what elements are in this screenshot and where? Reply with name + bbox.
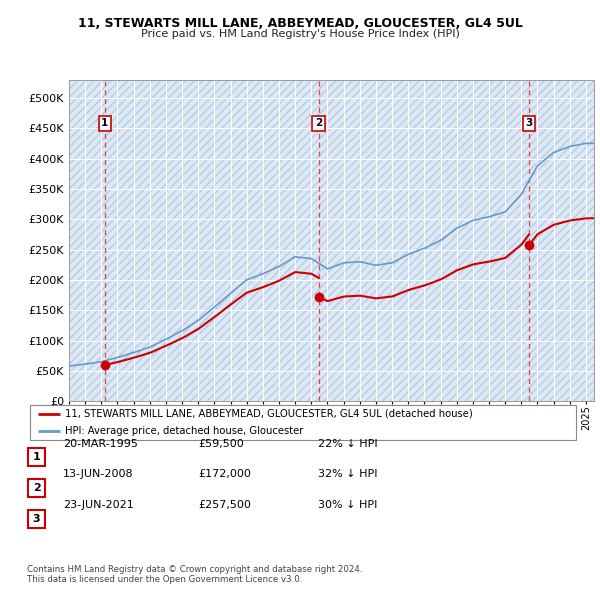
- Text: 22% ↓ HPI: 22% ↓ HPI: [318, 439, 377, 448]
- FancyBboxPatch shape: [28, 510, 45, 527]
- Text: HPI: Average price, detached house, Gloucester: HPI: Average price, detached house, Glou…: [65, 426, 304, 436]
- Text: £172,000: £172,000: [198, 470, 251, 479]
- Text: Contains HM Land Registry data © Crown copyright and database right 2024.
This d: Contains HM Land Registry data © Crown c…: [27, 565, 362, 584]
- Text: £59,500: £59,500: [198, 439, 244, 448]
- Text: 20-MAR-1995: 20-MAR-1995: [63, 439, 138, 448]
- Text: 30% ↓ HPI: 30% ↓ HPI: [318, 500, 377, 510]
- Text: 3: 3: [525, 119, 533, 129]
- Text: 2: 2: [33, 483, 40, 493]
- Text: 32% ↓ HPI: 32% ↓ HPI: [318, 470, 377, 479]
- Text: 1: 1: [33, 453, 40, 462]
- FancyBboxPatch shape: [28, 479, 45, 497]
- Text: 1: 1: [101, 119, 109, 129]
- Text: 11, STEWARTS MILL LANE, ABBEYMEAD, GLOUCESTER, GL4 5UL (detached house): 11, STEWARTS MILL LANE, ABBEYMEAD, GLOUC…: [65, 409, 473, 419]
- Text: 2: 2: [315, 119, 322, 129]
- Text: 11, STEWARTS MILL LANE, ABBEYMEAD, GLOUCESTER, GL4 5UL: 11, STEWARTS MILL LANE, ABBEYMEAD, GLOUC…: [77, 17, 523, 30]
- Text: 13-JUN-2008: 13-JUN-2008: [63, 470, 134, 479]
- FancyBboxPatch shape: [30, 405, 576, 440]
- Text: £257,500: £257,500: [198, 500, 251, 510]
- Text: Price paid vs. HM Land Registry's House Price Index (HPI): Price paid vs. HM Land Registry's House …: [140, 30, 460, 39]
- FancyBboxPatch shape: [28, 448, 45, 466]
- Text: 23-JUN-2021: 23-JUN-2021: [63, 500, 134, 510]
- Text: 3: 3: [33, 514, 40, 523]
